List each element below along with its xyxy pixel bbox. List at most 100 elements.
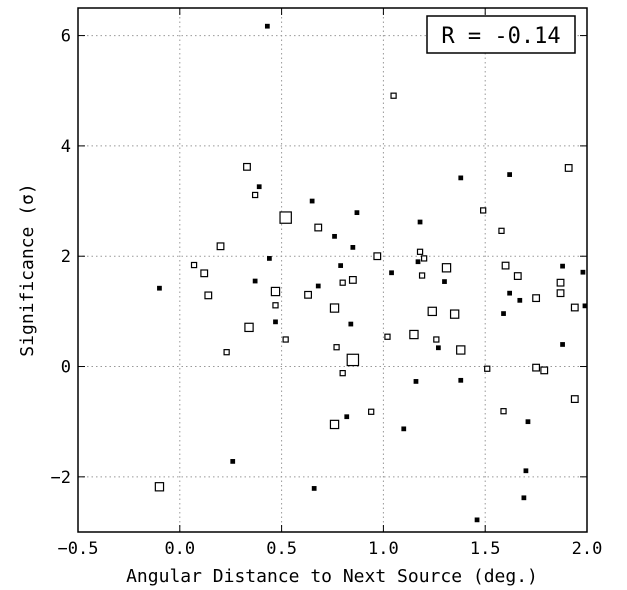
y-tick-label: 0: [61, 358, 71, 378]
data-point: [521, 495, 527, 501]
data-point: [348, 276, 357, 284]
x-tick-label: 0.0: [164, 539, 195, 559]
data-point: [564, 164, 573, 172]
y-tick-label: 2: [61, 247, 71, 267]
data-point: [304, 290, 312, 299]
data-point: [409, 329, 419, 340]
data-point: [270, 286, 281, 297]
data-point: [420, 255, 428, 262]
data-point: [501, 311, 506, 316]
y-tick-label: 6: [61, 27, 71, 47]
data-point: [314, 223, 323, 232]
data-point: [415, 259, 421, 265]
data-point: [498, 227, 505, 234]
data-point: [523, 468, 529, 474]
tick-labels: −0.5 0.0 0.5 1.0 1.5 2.0 −2 0 2 4 6: [51, 27, 603, 559]
x-tick-label: −0.5: [58, 539, 99, 559]
annotation-box: [426, 15, 576, 54]
data-point: [500, 408, 507, 415]
axis-ticks: [77, 8, 588, 532]
x-axis-label: Angular Distance to Next Source (deg.): [126, 566, 538, 587]
data-point: [417, 219, 423, 225]
data-point: [243, 162, 251, 171]
data-point: [216, 242, 225, 251]
data-point: [517, 297, 523, 303]
data-point: [339, 279, 346, 286]
x-tick-label: 0.5: [266, 539, 297, 559]
data-point: [264, 23, 270, 29]
data-point: [480, 207, 487, 214]
data-point: [560, 263, 565, 269]
data-point: [458, 175, 464, 181]
x-tick-label: 1.0: [368, 539, 399, 559]
data-point: [384, 333, 391, 340]
grid-lines: [78, 8, 587, 532]
data-point: [346, 353, 360, 367]
data-point: [311, 486, 317, 491]
x-tick-label: 1.5: [470, 539, 501, 559]
data-point: [484, 365, 491, 372]
x-tick-label: 2.0: [572, 539, 603, 559]
data-point: [368, 408, 375, 415]
data-point: [582, 303, 588, 309]
correlation-annotation: R = -0.14: [426, 15, 576, 54]
data-point: [267, 256, 272, 261]
data-point: [315, 283, 321, 289]
data-point: [251, 191, 259, 199]
y-tick-label: −2: [51, 468, 71, 488]
data-point: [513, 272, 522, 280]
y-axis-label: Significance (σ): [17, 183, 38, 356]
data-point: [390, 92, 397, 99]
data-point: [449, 309, 460, 319]
data-point: [272, 302, 279, 309]
data-point: [157, 285, 162, 291]
data-point: [474, 517, 480, 523]
data-point: [413, 379, 419, 384]
data-point: [501, 261, 510, 270]
data-point: [416, 248, 424, 255]
data-point: [350, 245, 356, 250]
data-point: [279, 211, 292, 224]
data-point: [256, 184, 262, 190]
data-point: [525, 419, 531, 425]
data-point: [418, 272, 426, 279]
data-point: [329, 303, 340, 313]
data-point: [456, 345, 466, 355]
data-point: [223, 349, 230, 356]
data-point: [560, 342, 565, 347]
y-tick-label: 4: [61, 137, 71, 157]
data-point: [230, 459, 236, 464]
data-point: [433, 336, 440, 343]
data-point: [332, 233, 337, 239]
data-point: [339, 369, 346, 377]
data-point: [354, 210, 360, 216]
data-point: [252, 278, 258, 284]
data-point: [556, 289, 565, 298]
data-point: [333, 344, 340, 351]
annotation-text: R = -0.14: [441, 24, 560, 49]
data-point: [507, 172, 513, 177]
data-point: [389, 270, 394, 276]
data-point: [458, 377, 464, 383]
data-point: [282, 336, 289, 343]
data-point: [190, 261, 198, 269]
data-point: [570, 395, 579, 403]
data-point: [507, 290, 513, 296]
data-point: [348, 321, 354, 327]
data-point: [338, 263, 344, 268]
data-point: [204, 291, 213, 300]
data-points: [154, 23, 588, 523]
data-point: [373, 252, 382, 261]
data-point: [401, 426, 407, 432]
data-point: [273, 319, 278, 325]
data-point: [329, 419, 340, 430]
data-point: [427, 306, 437, 317]
data-point: [344, 414, 350, 420]
plot-area-frame: [77, 7, 588, 533]
data-point: [580, 269, 586, 275]
data-point: [309, 198, 315, 204]
data-point: [570, 303, 579, 312]
data-point: [200, 269, 209, 278]
data-point: [556, 278, 565, 287]
